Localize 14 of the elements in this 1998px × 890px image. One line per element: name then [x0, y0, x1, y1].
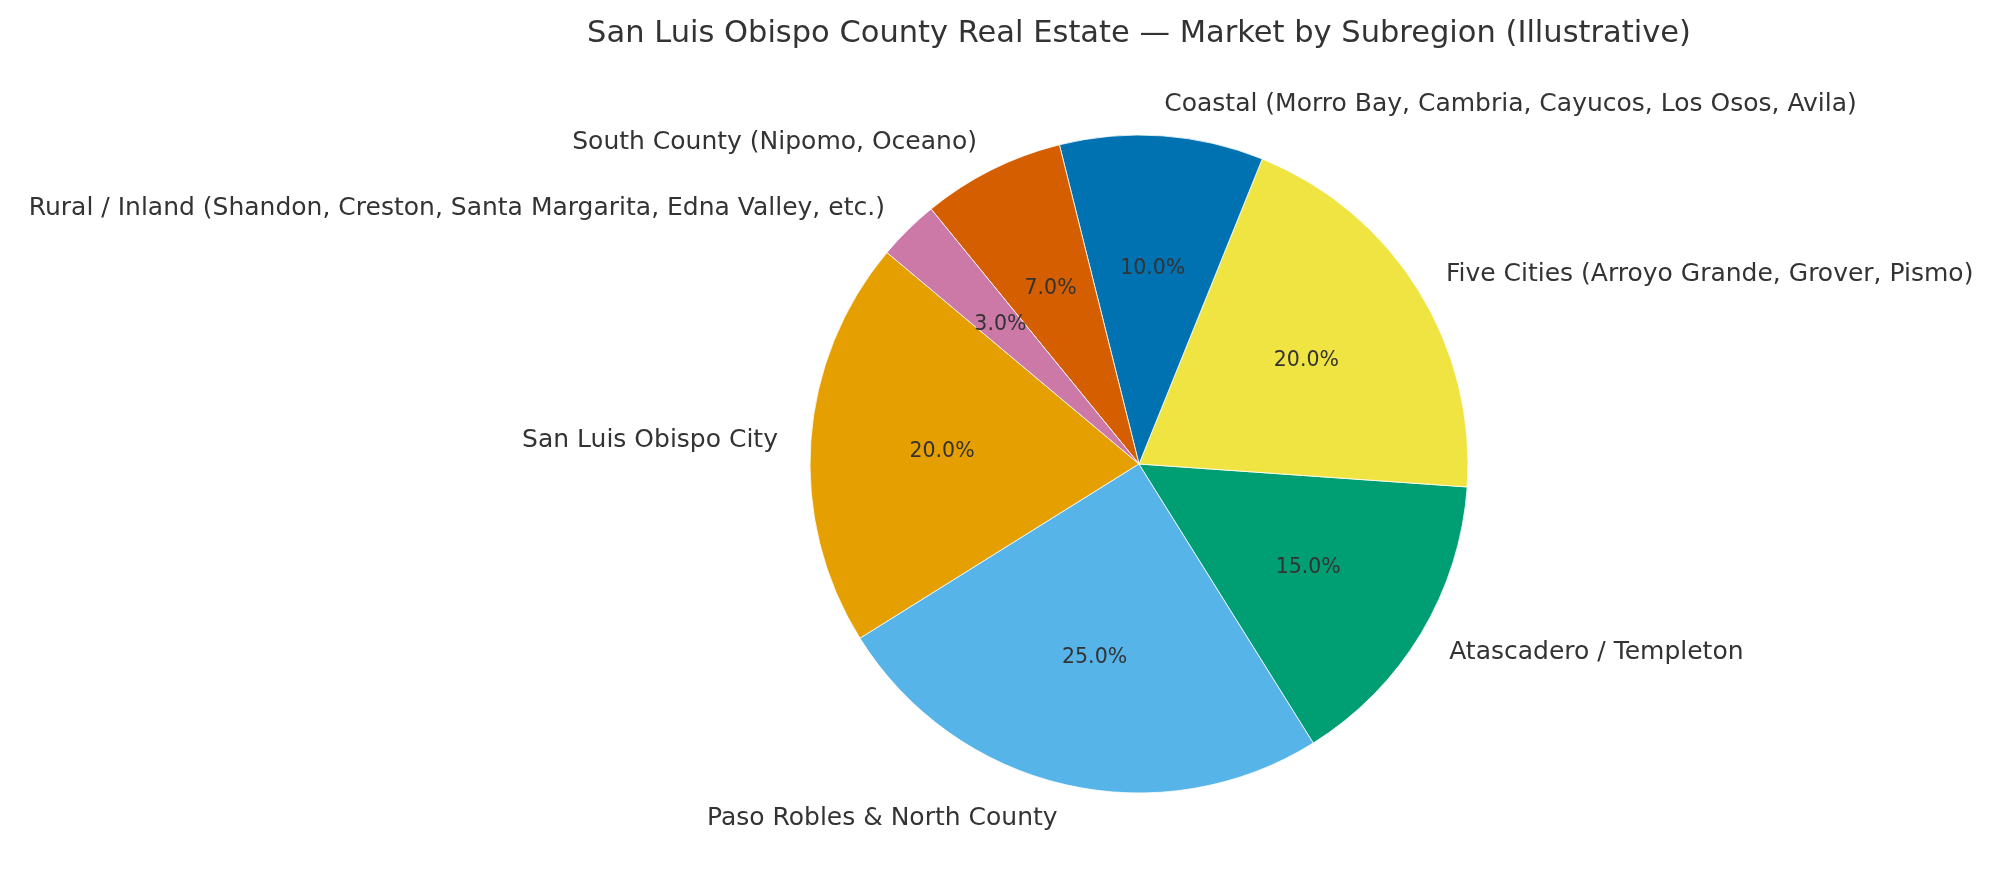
- slice-label: Coastal (Morro Bay, Cambria, Cayucos, Los Osos, Avila): [1164, 88, 1857, 118]
- data-label: 20.0%: [1273, 347, 1339, 372]
- slice-label: San Luis Obispo City: [522, 424, 779, 454]
- data-label: 25.0%: [1062, 644, 1128, 669]
- slice-label: Five Cities (Arroyo Grande, Grover, Pismo): [1445, 257, 1974, 287]
- slice-label: Rural / Inland (Shandon, Creston, Santa Margarita, Edna Valley, etc.): [28, 191, 885, 221]
- slice-label: Paso Robles & North County: [706, 802, 1058, 832]
- slice-label: Atascadero / Templeton: [1449, 635, 1744, 665]
- data-label: 10.0%: [1120, 255, 1186, 280]
- slice-label: South County (Nipomo, Oceano): [572, 125, 977, 155]
- data-label: 15.0%: [1275, 553, 1341, 578]
- data-label: 7.0%: [1024, 275, 1077, 300]
- data-label: 20.0%: [909, 438, 975, 463]
- chart-title: San Luis Obispo County Real Estate — Market by Subregion (Illustrative): [587, 13, 1691, 49]
